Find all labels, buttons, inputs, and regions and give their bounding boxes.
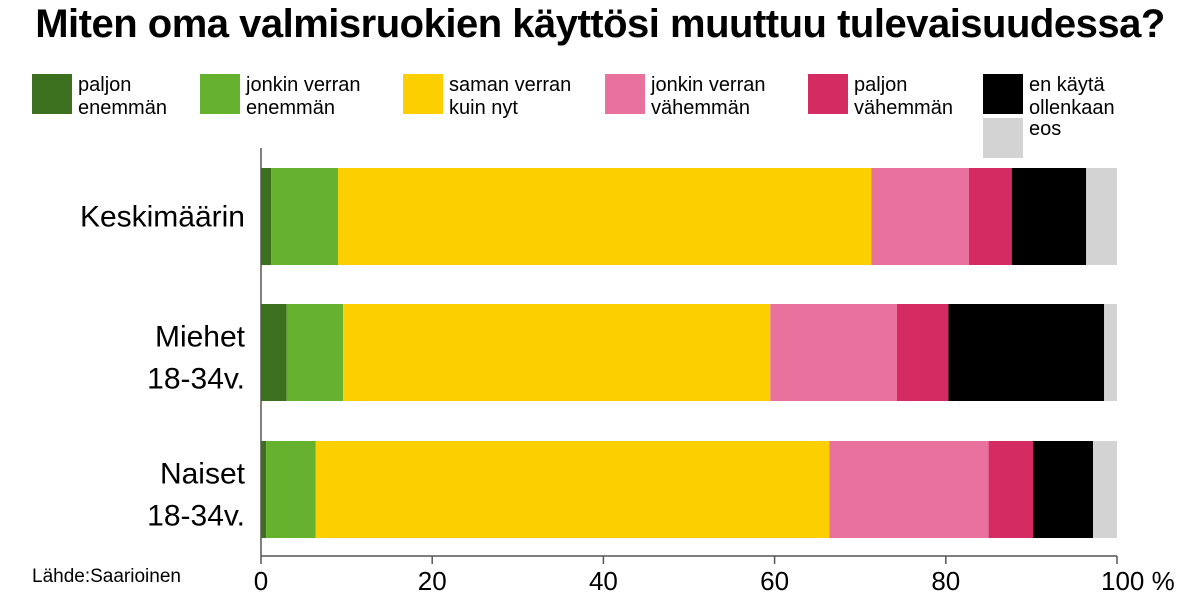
legend-item-paljon-enemman: paljon enemmän <box>32 74 167 120</box>
bar-segment-keskim-rin-5 <box>1011 168 1087 265</box>
bar-segment-miehet-4 <box>897 304 949 401</box>
legend-swatch <box>808 74 848 114</box>
legend-label: paljon enemmän <box>78 74 167 119</box>
legend-label: saman verran kuin nyt <box>449 74 572 119</box>
x-tick-label: 20 <box>418 566 447 596</box>
legend-swatch <box>605 74 645 114</box>
bar-segment-naiset-0 <box>261 441 267 538</box>
legend-label: jonkin verran enemmän <box>246 74 361 119</box>
legend-item-eos: eos <box>983 118 1061 158</box>
legend-swatch <box>403 74 443 114</box>
chart-title: Miten oma valmisruokien käyttösi muuttuu… <box>35 2 1165 46</box>
legend-swatch <box>983 118 1023 158</box>
legend-label: en käytä ollenkaan <box>1029 74 1115 119</box>
category-label: 18-34v. <box>147 500 245 533</box>
bar-segment-keskim-rin-1 <box>271 168 339 265</box>
bar-segment-keskim-rin-6 <box>1086 168 1117 265</box>
category-label: Keskimäärin <box>80 201 245 234</box>
bar-segment-miehet-6 <box>1104 304 1117 401</box>
legend-item-paljon-vahemman: paljon vähemmän <box>808 74 953 120</box>
x-tick-label: 0 <box>254 566 268 596</box>
legend-item-en-kayta-ollenkaan: en käytä ollenkaan <box>983 74 1115 120</box>
legend-swatch <box>32 74 72 114</box>
legend-swatch <box>983 74 1023 114</box>
category-label: Naiset <box>160 458 246 491</box>
legend-label: paljon vähemmän <box>854 74 953 119</box>
bar-segment-miehet-1 <box>286 304 344 401</box>
category-label: 18-34v. <box>147 363 245 396</box>
legend-item-saman-verran: saman verran kuin nyt <box>403 74 571 120</box>
bar-segment-miehet-3 <box>770 304 898 401</box>
x-tick-label: 40 <box>589 566 618 596</box>
bar-segment-miehet-2 <box>343 304 771 401</box>
bar-segment-keskim-rin-3 <box>871 168 969 265</box>
legend-label: jonkin verran vähemmän <box>651 74 766 119</box>
bar-segment-miehet-0 <box>261 304 287 401</box>
bar-segment-naiset-6 <box>1093 441 1117 538</box>
bar-segment-keskim-rin-4 <box>968 168 1012 265</box>
bar-segment-naiset-5 <box>1033 441 1094 538</box>
bar-segment-miehet-5 <box>948 304 1105 401</box>
category-label: Miehet <box>155 321 246 354</box>
legend-item-jonkin-verran-vahemman: jonkin verran vähemmän <box>605 74 766 120</box>
x-tick-label: 100 % <box>1101 566 1175 596</box>
legend-swatch <box>200 74 240 114</box>
bar-segment-keskim-rin-0 <box>261 168 272 265</box>
bar-segment-naiset-2 <box>315 441 830 538</box>
legend-item-jonkin-verran-enemman: jonkin verran enemmän <box>200 74 361 120</box>
x-tick-label: 80 <box>931 566 960 596</box>
legend-label: eos <box>1029 118 1062 140</box>
bar-segment-naiset-4 <box>988 441 1034 538</box>
bar-segment-keskim-rin-2 <box>338 168 872 265</box>
x-tick-label: 60 <box>760 566 789 596</box>
source-label: Lähde:Saarioinen <box>32 566 181 587</box>
bar-segment-naiset-3 <box>829 441 989 538</box>
bar-segment-naiset-1 <box>266 441 316 538</box>
